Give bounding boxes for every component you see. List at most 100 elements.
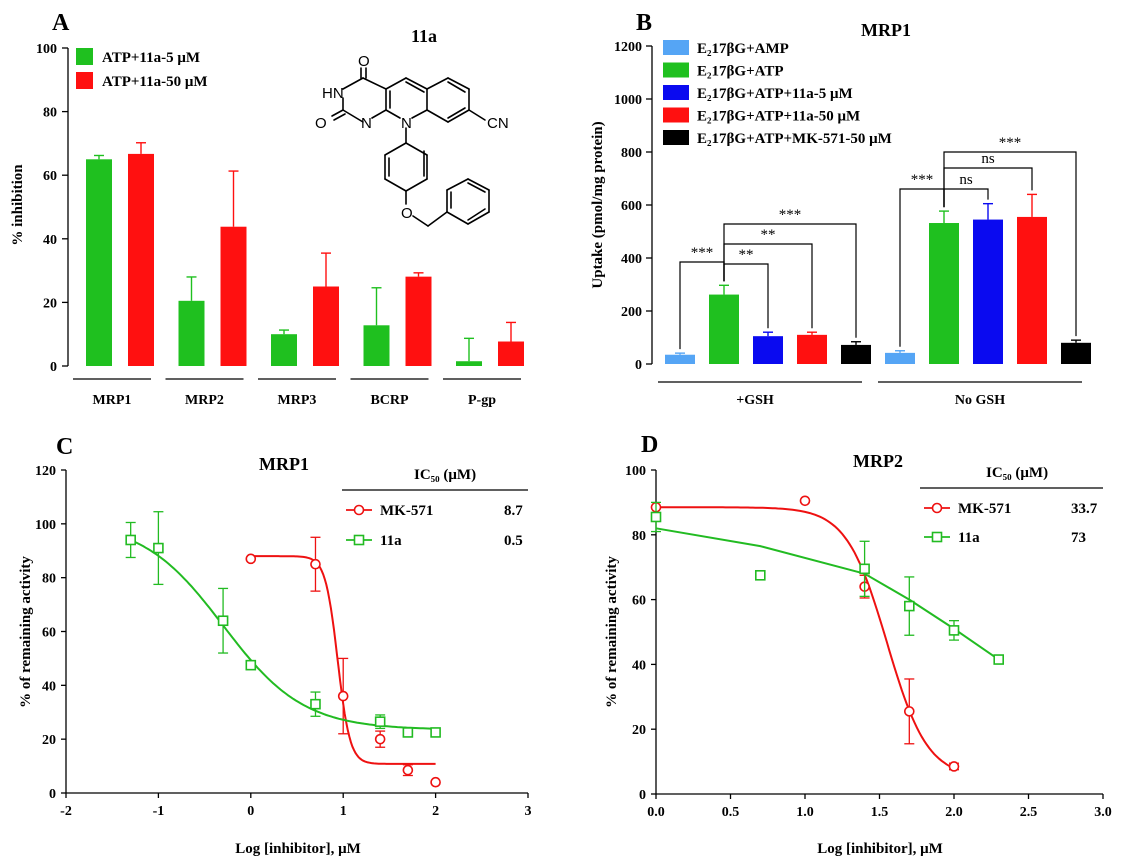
panel-c-axes: 0 20 40 60 80 100 120 -2 -1 0 1 2 3 bbox=[35, 464, 532, 819]
panel-c-ic50-header: IC₅₀ (μM) bbox=[414, 467, 476, 483]
panel-d-axes: 0 20 40 60 80 100 0.0 0.5 1.0 1.5 2.0 2.5 3.0 bbox=[625, 464, 1112, 820]
data-point-11a bbox=[650, 511, 662, 523]
sig-label: ** bbox=[761, 227, 776, 243]
ic50-11a-value: 0.5 bbox=[504, 533, 523, 549]
bar-mrp2-50um bbox=[220, 226, 247, 366]
fit-curve-11a bbox=[655, 527, 1000, 661]
panel-a-y-label: % inhibition bbox=[10, 164, 26, 246]
panel-a-y-ticks: 0 20 40 60 80 100 bbox=[36, 42, 68, 375]
category-label: MRP2 bbox=[185, 393, 224, 408]
sig-label: *** bbox=[779, 207, 802, 223]
y-tick-label: 100 bbox=[35, 518, 56, 533]
data-point-11a bbox=[993, 654, 1005, 665]
sig-bracket bbox=[723, 223, 857, 338]
bar-gsh-0 bbox=[665, 354, 695, 364]
panel-d-plot bbox=[650, 495, 1005, 772]
sig-label: ns bbox=[981, 151, 995, 167]
data-point-11a bbox=[374, 716, 386, 727]
sig-label: ** bbox=[739, 247, 754, 263]
sig-bracket bbox=[943, 188, 989, 208]
x-tick-label: 2.0 bbox=[945, 805, 963, 820]
panel-b-bars bbox=[665, 193, 1091, 364]
y-tick-label: 0 bbox=[635, 358, 642, 373]
legend-label-5um: ATP+11a-5 μM bbox=[102, 50, 200, 66]
y-tick-label: 60 bbox=[42, 626, 56, 641]
y-tick-label: 20 bbox=[43, 296, 57, 311]
bar-mrp1-50um bbox=[128, 153, 154, 366]
panel-b: B MRP1 Uptake (pmol/mg protein) 0 200 400 6… bbox=[590, 10, 1091, 408]
y-tick-label: 600 bbox=[621, 199, 642, 214]
sig-bracket bbox=[943, 151, 1077, 337]
y-tick-label: 40 bbox=[42, 679, 56, 694]
bar-p-gp-5um bbox=[456, 361, 482, 366]
category-label: MRP3 bbox=[278, 393, 317, 408]
legend-11a-label: 11a bbox=[958, 530, 980, 546]
y-tick-label: 1200 bbox=[614, 40, 642, 55]
data-point-11a bbox=[245, 659, 257, 671]
panel-d-title: MRP2 bbox=[853, 451, 903, 471]
fit-curve-11a bbox=[130, 539, 436, 730]
category-label: MRP1 bbox=[93, 393, 132, 408]
bar-gsh-4 bbox=[841, 344, 871, 364]
panel-a-title: 11a bbox=[411, 26, 437, 46]
group-label-gsh: +GSH bbox=[736, 393, 774, 408]
atom-o-top: O bbox=[358, 53, 370, 70]
y-tick-label: 100 bbox=[36, 42, 57, 57]
bar-gsh-1 bbox=[709, 294, 739, 364]
data-point-11a bbox=[754, 569, 766, 581]
y-tick-label: 60 bbox=[43, 169, 57, 184]
category-label: BCRP bbox=[370, 393, 409, 408]
bar-p-gp-50um bbox=[498, 341, 524, 366]
panel-b-letter: B bbox=[636, 10, 652, 36]
legend-swatch-1 bbox=[663, 62, 689, 78]
y-tick-label: 400 bbox=[621, 252, 642, 267]
data-point-11a bbox=[430, 727, 441, 738]
legend-swatch-2 bbox=[663, 85, 689, 100]
bar-nogsh-0 bbox=[885, 352, 915, 364]
group-label-nogsh: No GSH bbox=[955, 393, 1005, 408]
data-point-mk571 bbox=[903, 706, 915, 717]
x-tick-label: 3 bbox=[525, 804, 532, 819]
panel-d-ic50-header: IC₅₀ (μM) bbox=[986, 465, 1048, 481]
panel-d-letter: D bbox=[641, 432, 658, 458]
y-tick-label: 20 bbox=[42, 733, 56, 748]
panel-a-letter: A bbox=[52, 10, 70, 36]
legend-label-1: E₂17βG+ATP bbox=[697, 64, 784, 80]
legend-label-50um: ATP+11a-50 μM bbox=[102, 74, 208, 90]
legend-mk571-marker bbox=[931, 502, 943, 514]
sig-label: ns bbox=[959, 172, 973, 188]
x-tick-label: 0.0 bbox=[647, 805, 665, 820]
sig-label: *** bbox=[691, 245, 714, 261]
legend-11a-marker bbox=[353, 534, 365, 546]
data-point-11a bbox=[153, 542, 164, 554]
panel-d-x-label: Log [inhibitor], μM bbox=[817, 841, 943, 857]
legend-swatch-0 bbox=[663, 40, 689, 55]
category-label: P-gp bbox=[468, 393, 496, 408]
y-tick-label: 0 bbox=[49, 787, 56, 802]
x-tick-label: 0 bbox=[247, 804, 254, 819]
bar-nogsh-4 bbox=[1061, 342, 1091, 364]
y-tick-label: 800 bbox=[621, 146, 642, 161]
data-point-mk571 bbox=[948, 761, 960, 772]
y-tick-label: 120 bbox=[35, 464, 56, 479]
panel-b-y-ticks: 0 200 400 600 800 1000 1200 bbox=[614, 40, 652, 373]
bar-bcrp-5um bbox=[363, 325, 390, 366]
bar-mrp3-5um bbox=[271, 334, 297, 366]
x-tick-label: -1 bbox=[153, 804, 165, 819]
legend-swatch-4 bbox=[663, 130, 689, 145]
data-point-mk571 bbox=[337, 690, 349, 702]
bar-gsh-3 bbox=[797, 334, 827, 364]
data-point-mk571 bbox=[799, 495, 811, 507]
x-tick-label: 0.5 bbox=[722, 805, 740, 820]
legend-label-4: E₂17βG+ATP+MK-571-50 μM bbox=[697, 131, 892, 147]
panel-a-legend: ATP+11a-5 μM ATP+11a-50 μM bbox=[76, 48, 208, 90]
y-tick-label: 40 bbox=[632, 658, 646, 673]
legend-swatch-3 bbox=[663, 107, 689, 123]
legend-label-0: E₂17βG+AMP bbox=[697, 41, 789, 57]
bar-mrp2-5um bbox=[178, 300, 205, 366]
sig-label: *** bbox=[999, 135, 1022, 151]
x-tick-label: 3.0 bbox=[1094, 805, 1112, 820]
legend-mk571-marker bbox=[353, 504, 365, 516]
x-tick-label: 1.0 bbox=[796, 805, 814, 820]
x-tick-label: 1 bbox=[340, 804, 347, 819]
